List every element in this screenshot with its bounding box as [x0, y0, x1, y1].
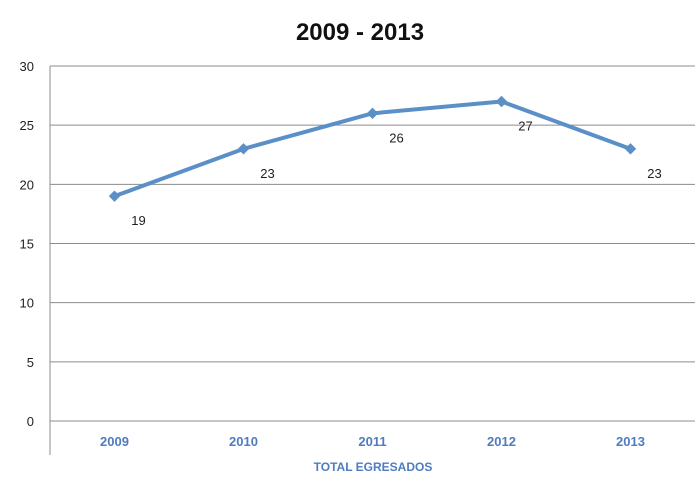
y-tick-label: 0	[27, 414, 34, 429]
y-tick-label: 25	[20, 118, 34, 133]
data-label: 26	[389, 130, 403, 145]
series-layer: 19 23 26 27 23	[108, 95, 662, 228]
y-tick-label: 20	[20, 177, 34, 192]
x-tick-label: 2010	[229, 434, 258, 449]
x-axis: 2009 2010 2011 2012 2013	[50, 420, 695, 449]
y-tick-label: 5	[27, 355, 34, 370]
y-axis: 0 5 10 15 20 25 30	[20, 59, 34, 429]
x-tick-label: 2013	[616, 434, 645, 449]
chart-title: 2009 - 2013	[296, 19, 424, 46]
y-tick-label: 30	[20, 59, 34, 74]
data-label: 27	[518, 119, 532, 134]
gridlines	[49, 65, 695, 455]
y-tick-label: 10	[20, 296, 34, 311]
x-tick-label: 2011	[358, 434, 386, 449]
data-point-marker	[624, 143, 637, 155]
data-point-marker	[108, 190, 121, 202]
y-tick-label: 15	[20, 237, 34, 252]
x-tick-label: 2009	[100, 434, 129, 449]
data-label: 19	[131, 213, 145, 228]
data-point-marker	[237, 143, 250, 155]
data-point-marker	[495, 95, 508, 108]
data-point-marker	[366, 107, 379, 120]
data-label: 23	[647, 166, 661, 181]
data-label: 23	[260, 166, 274, 181]
x-axis-group-label: TOTAL EGRESADOS	[314, 460, 433, 474]
x-tick-label: 2012	[487, 434, 516, 449]
